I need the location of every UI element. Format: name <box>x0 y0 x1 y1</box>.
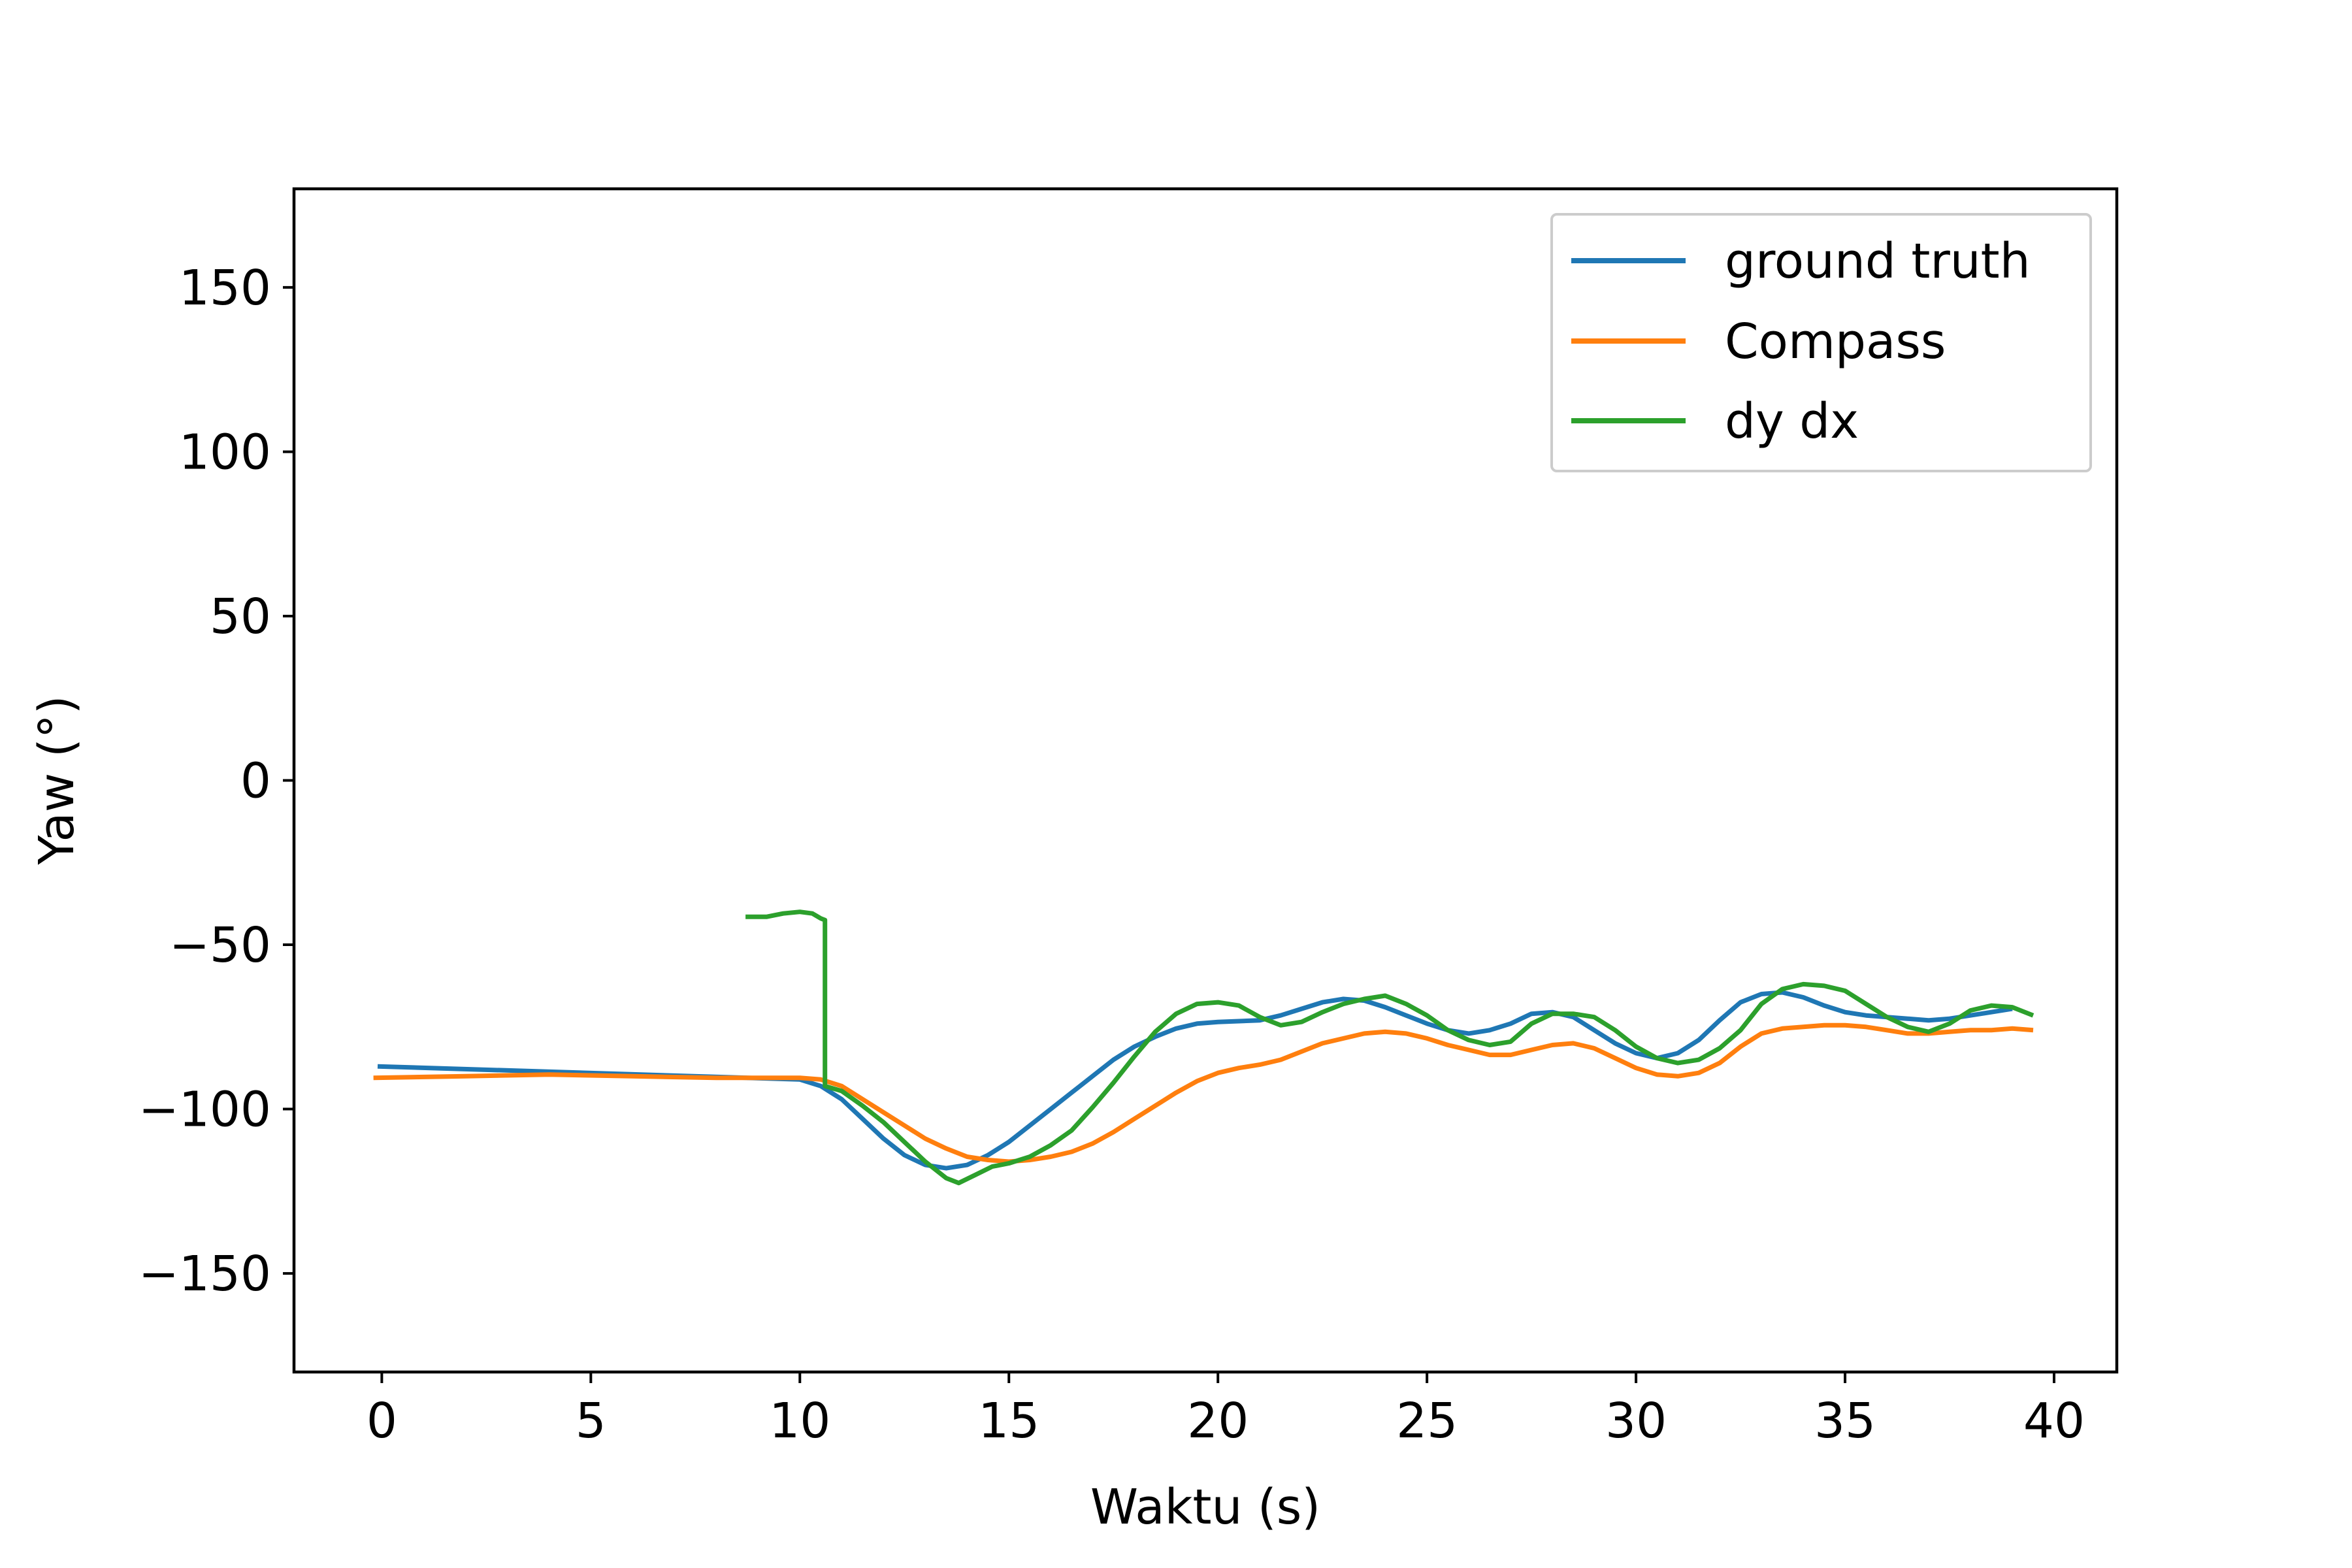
series-line-compass <box>373 1022 2034 1164</box>
x-tick-label: 35 <box>1814 1393 1876 1449</box>
legend: ground truth Compass dy dx <box>1550 213 2092 472</box>
y-tick-label: 150 <box>179 260 271 316</box>
y-tick-label: 100 <box>179 424 271 480</box>
plot-lines <box>373 909 2034 1186</box>
series-line-dy-dx <box>745 909 2034 1186</box>
x-tick-label: 40 <box>2023 1393 2085 1449</box>
x-axis: 0 5 10 15 20 25 30 35 40 <box>367 1372 2085 1449</box>
y-tick-label: −150 <box>139 1246 271 1302</box>
x-tick-label: 0 <box>367 1393 397 1449</box>
x-tick-label: 20 <box>1187 1393 1249 1449</box>
legend-label-ground-truth: ground truth <box>1725 233 2031 289</box>
legend-label-dy-dx: dy dx <box>1725 393 1859 449</box>
legend-label-compass: Compass <box>1725 314 1946 370</box>
y-tick-label: −100 <box>139 1082 271 1138</box>
x-tick-label: 25 <box>1396 1393 1458 1449</box>
x-axis-title: Waktu (s) <box>1090 1479 1320 1535</box>
y-tick-label: 50 <box>210 589 271 645</box>
y-tick-label: −50 <box>169 917 271 973</box>
x-tick-label: 5 <box>576 1393 606 1449</box>
legend-frame <box>1550 213 2092 472</box>
y-axis-title: Yaw (°) <box>29 695 85 865</box>
x-tick-label: 10 <box>769 1393 830 1449</box>
y-axis: 150 100 50 0 −50 −100 −150 <box>139 260 294 1302</box>
x-tick-label: 15 <box>978 1393 1039 1449</box>
y-tick-label: 0 <box>240 753 271 809</box>
x-tick-label: 30 <box>1605 1393 1667 1449</box>
